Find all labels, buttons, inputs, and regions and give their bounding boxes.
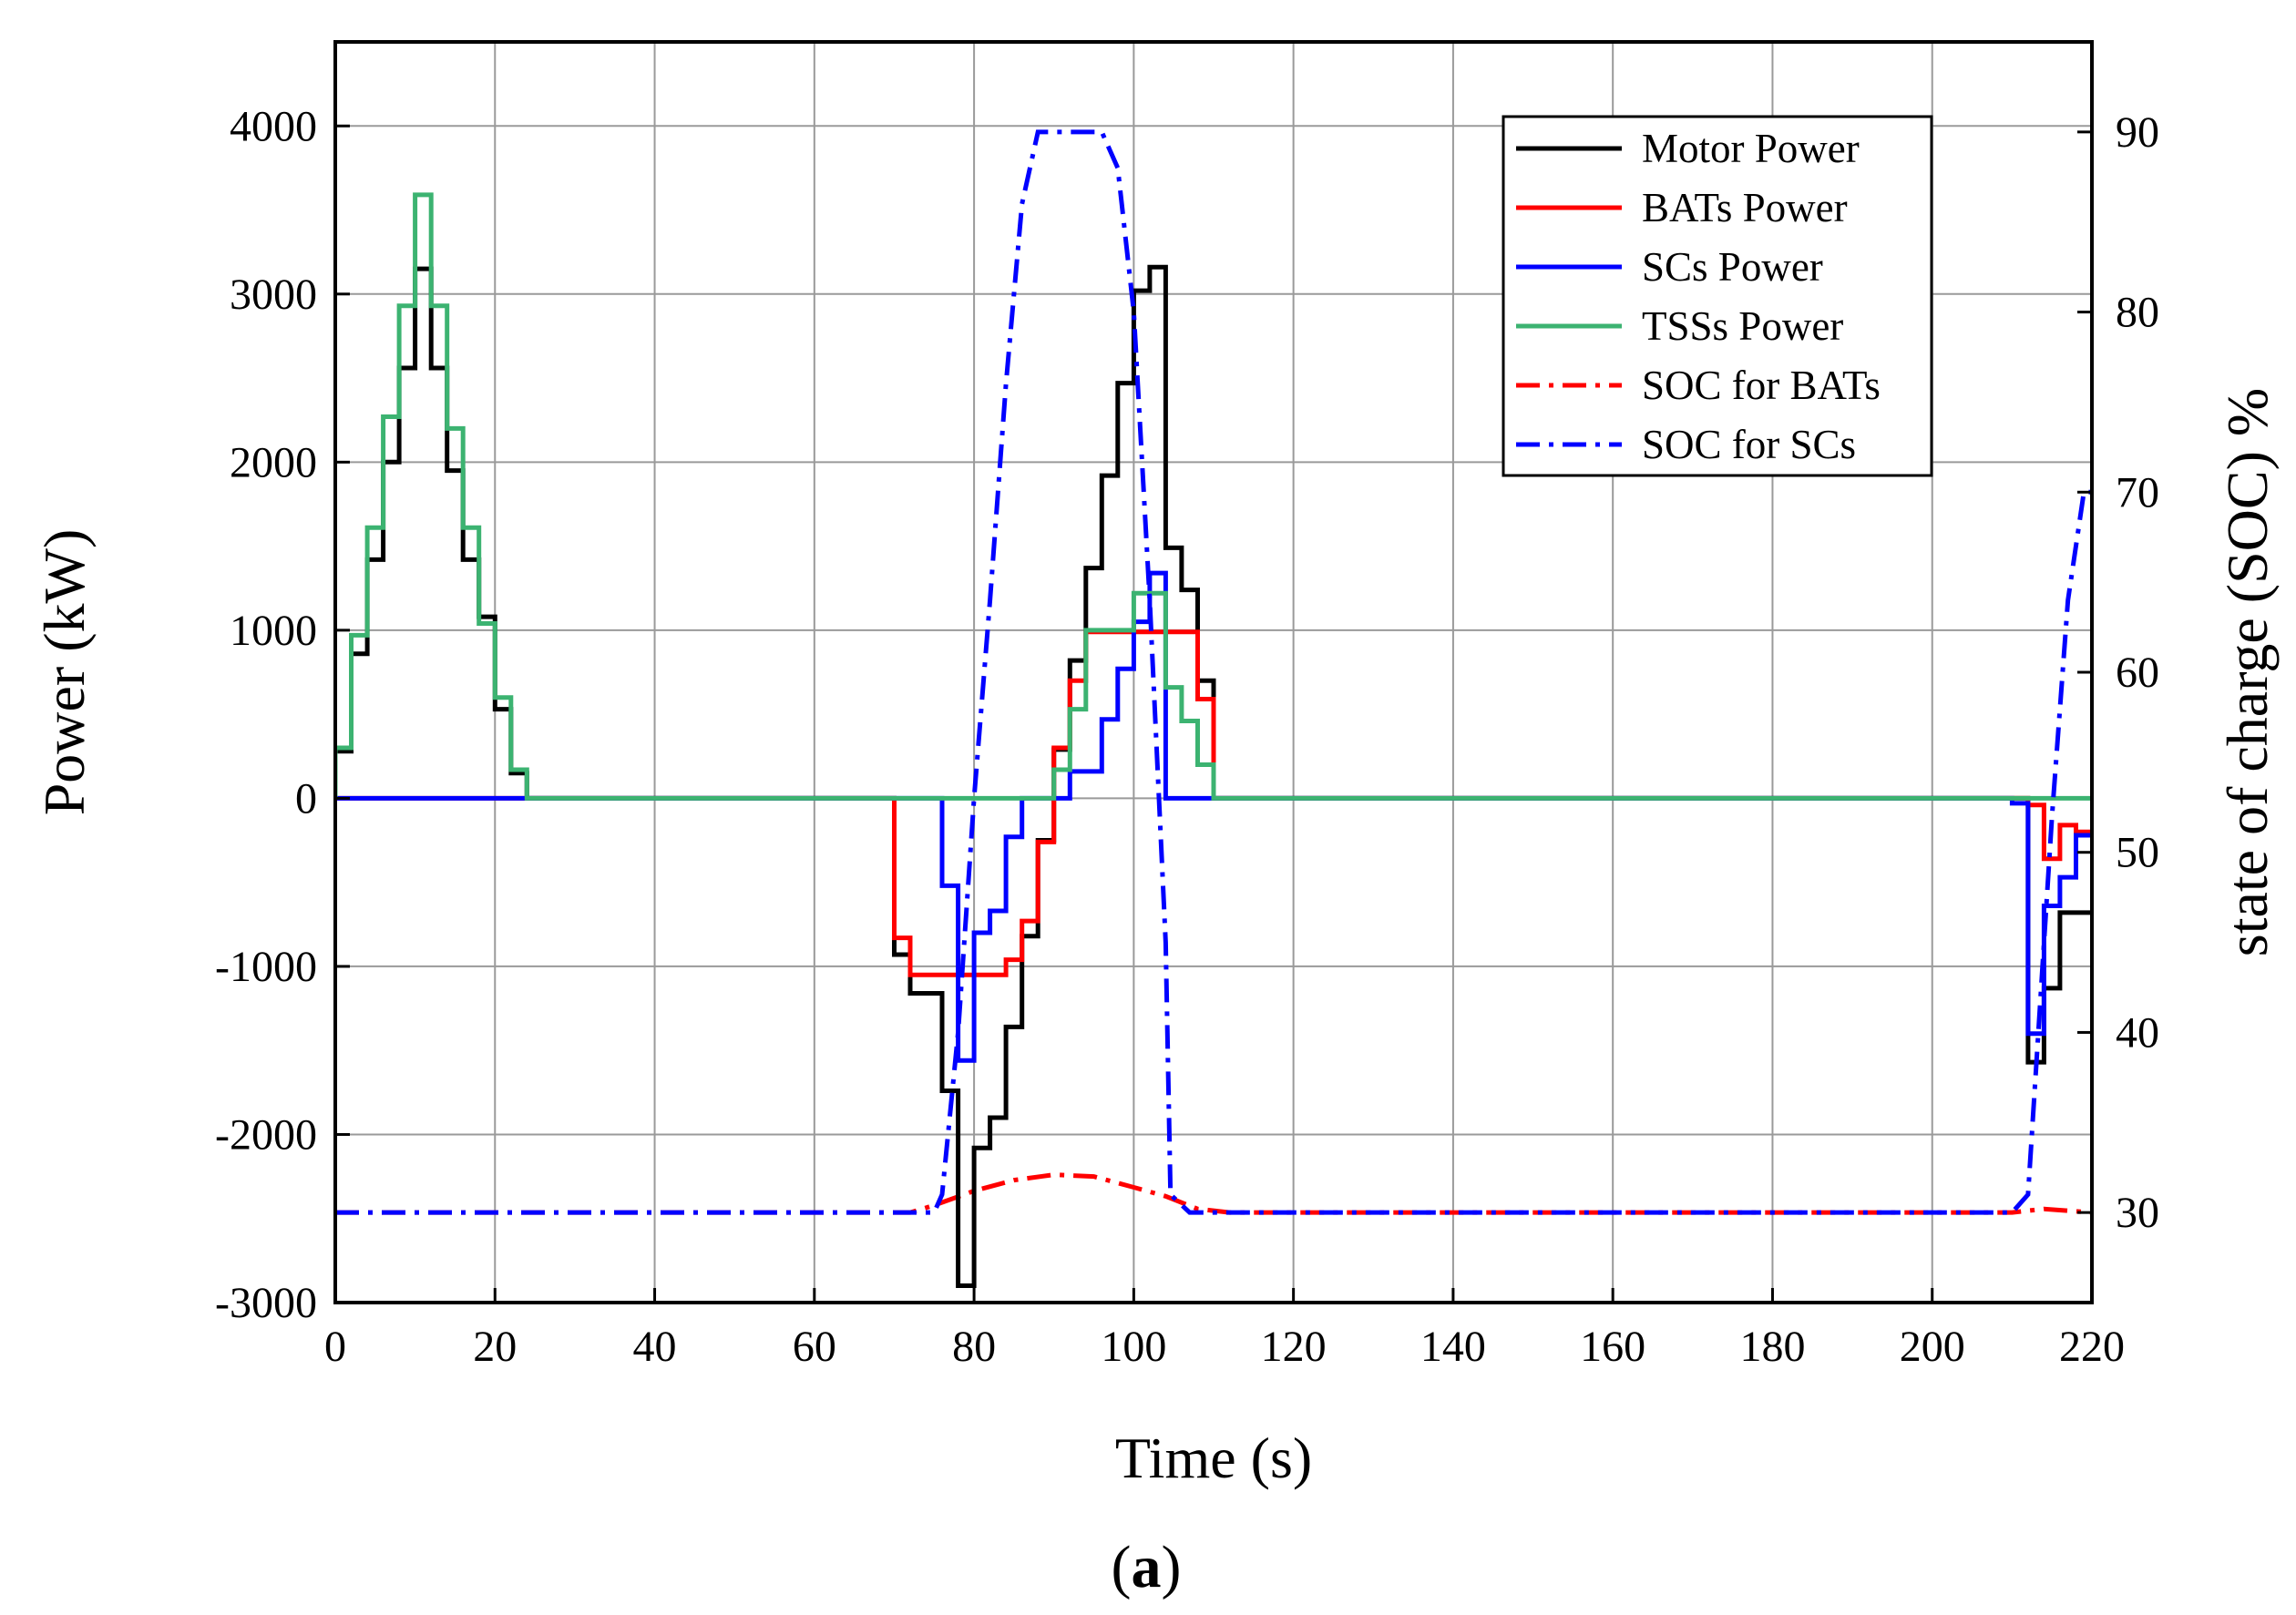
x-axis-title: Time (s) [1115, 1426, 1312, 1490]
x-tick-label: 120 [1261, 1323, 1327, 1371]
y-left-tick-label: 2000 [230, 438, 317, 486]
x-tick-label: 220 [2059, 1323, 2125, 1371]
y-left-tick-label: 1000 [230, 607, 317, 655]
y-axis-left-title: Power (kW) [32, 529, 97, 816]
legend-label-tsss: TSSs Power [1642, 303, 1843, 349]
x-tick-label: 60 [793, 1323, 836, 1371]
y-right-tick-label: 40 [2116, 1008, 2159, 1057]
x-tick-label: 40 [633, 1323, 677, 1371]
series-line-soc-scs [335, 129, 2092, 1215]
x-tick-label: 80 [952, 1323, 996, 1371]
y-left-tick-label: 4000 [230, 102, 317, 150]
caption-letter: a [1132, 1534, 1162, 1600]
series-line-scs [335, 570, 2092, 1063]
caption-close-paren: ) [1162, 1534, 1182, 1600]
x-tick-label: 0 [324, 1323, 346, 1371]
tick-labels: 0 20 40 60 80 100 120 140 160 180 200 220 -3000 -2000… [215, 102, 2159, 1371]
legend: Motor Power BATs Power SCs Power TSSs Power… [1502, 115, 1933, 477]
legend-label-bats: BATs Power [1642, 185, 1848, 230]
x-tick-label: 180 [1739, 1323, 1805, 1371]
y-right-tick-label: 50 [2116, 829, 2159, 877]
y-left-tick-label: 3000 [230, 271, 317, 319]
caption-open-paren: ( [1112, 1534, 1132, 1600]
figure-caption: (a) [1112, 1534, 1182, 1600]
series-line-bats [335, 629, 2092, 977]
y-left-tick-label: -1000 [215, 943, 317, 991]
y-right-tick-label: 90 [2116, 108, 2159, 157]
y-right-tick-label: 60 [2116, 649, 2159, 697]
legend-label-soc-bats: SOC for BATs [1642, 363, 1881, 408]
y-left-tick-label: -3000 [215, 1279, 317, 1327]
x-tick-label: 200 [1900, 1323, 1965, 1371]
y-right-tick-label: 70 [2116, 468, 2159, 516]
legend-label-motor: Motor Power [1642, 126, 1860, 171]
x-tick-label: 20 [473, 1323, 517, 1371]
x-tick-label: 100 [1101, 1323, 1166, 1371]
legend-label-soc-scs: SOC for SCs [1642, 422, 1856, 467]
y-axis-right-title: state of charge (SOC) % [2215, 388, 2280, 956]
y-left-tick-label: -2000 [215, 1110, 317, 1159]
legend-box [1502, 115, 1933, 477]
ticks [333, 124, 2094, 1304]
y-left-tick-label: 0 [295, 774, 317, 823]
y-right-tick-label: 30 [2116, 1189, 2159, 1237]
legend-label-scs: SCs Power [1642, 244, 1823, 290]
y-right-tick-label: 80 [2116, 289, 2159, 337]
x-tick-label: 160 [1580, 1323, 1645, 1371]
series-layer [335, 129, 2092, 1288]
series-line-tsss [335, 192, 2092, 801]
x-tick-label: 140 [1420, 1323, 1486, 1371]
